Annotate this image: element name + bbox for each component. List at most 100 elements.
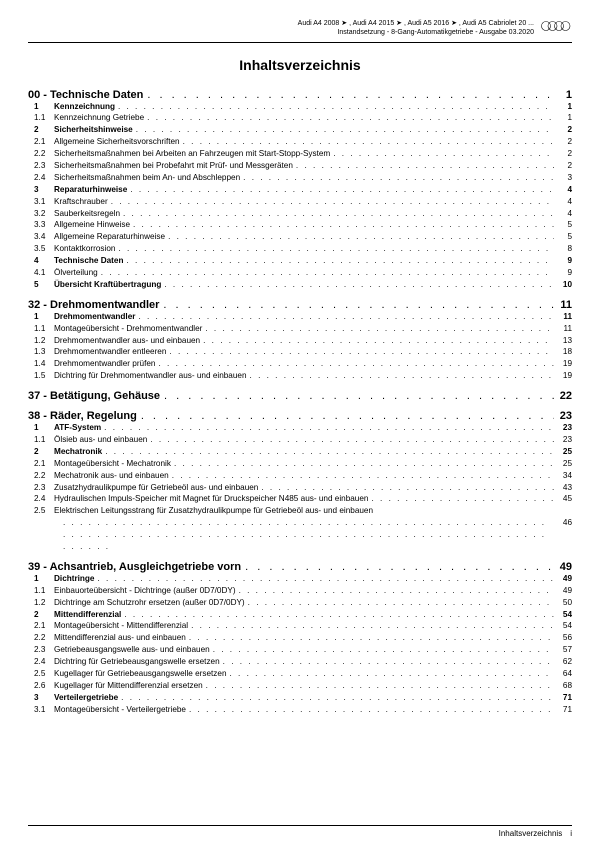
toc-entry-number: 3.3 [28,219,54,231]
toc-entry-number: 2.4 [28,656,54,668]
toc-entry: 2Sicherheitshinweise . . . . . . . . . .… [28,124,572,136]
toc-entry-label: Sauberkeitsregeln [54,208,120,220]
toc-entry-label: Ölverteilung [54,267,98,279]
toc-entry-label: Hydraulischen Impuls-Speicher mit Magnet… [54,493,368,505]
toc-leader-dots: . . . . . . . . . . . . . . . . . . . . … [147,434,554,446]
toc-entry-page: 2 [554,148,572,160]
toc-leader-dots: . . . . . . . . . . . . . . . . . . . . … [220,656,554,668]
toc-entry: 2.4Hydraulischen Impuls-Speicher mit Mag… [28,493,572,505]
toc-entry: 1.1Montageübersicht - Drehmomentwandler … [28,323,572,335]
toc-entry-number: 5 [28,279,54,291]
header-divider [28,42,572,43]
toc-entry-label: Übersicht Kraftübertragung [54,279,161,291]
toc-entry-label: Drehmomentwandler entleeren [54,346,166,358]
toc-entry-label: Mittendifferenzial [54,609,121,621]
toc-entry-label: Ölsieb aus- und einbauen [54,434,147,446]
toc-entry: 3.2Sauberkeitsregeln . . . . . . . . . .… [28,208,572,220]
toc-section-page: 23 [554,410,572,422]
table-of-contents: 00 - Technische Daten . . . . . . . . . … [28,89,572,716]
toc-entry-label: Allgemeine Hinweise [54,219,130,231]
toc-leader-dots: . . . . . . . . . . . . . . . . . . . . … [108,196,554,208]
toc-entry: 3.5Kontaktkorrosion . . . . . . . . . . … [28,243,572,255]
toc-leader-dots: . . . . . . . . . . . . . . . . . . . . … [227,668,555,680]
toc-leader-dots: . . . . . . . . . . . . . . . . . . . . … [143,89,554,101]
toc-leader-dots: . . . . . . . . . . . . . . . . . . . . … [127,184,554,196]
toc-entry-label: Mittendifferenzial aus- und einbauen [54,632,186,644]
toc-entry-number: 1.1 [28,112,54,124]
toc-entry: 4.1Ölverteilung . . . . . . . . . . . . … [28,267,572,279]
toc-entry-number: 2.2 [28,632,54,644]
toc-leader-dots: . . . . . . . . . . . . . . . . . . . . … [200,335,554,347]
toc-entry: 3.3Allgemeine Hinweise . . . . . . . . .… [28,219,572,231]
toc-entry: 2.2Mittendifferenzial aus- und einbauen … [28,632,572,644]
toc-entry-label: Montageübersicht - Verteilergetriebe [54,704,186,716]
toc-leader-dots: . . . . . . . . . . . . . . . . . . . . … [155,358,554,370]
toc-leader-dots: . . . . . . . . . . . . . . . . . . . . … [236,585,554,597]
toc-leader-dots: . . . . . . . . . . . . . . . . . . . . … [368,493,554,505]
toc-entry-number: 2.1 [28,620,54,632]
toc-leader-dots: . . . . . . . . . . . . . . . . . . . . … [120,208,554,220]
toc-section-page: 11 [554,299,572,311]
toc-leader-dots: . . . . . . . . . . . . . . . . . . . . … [188,620,554,632]
toc-leader-dots: . . . . . . . . . . . . . . . . . . . . … [135,311,554,323]
toc-entry-label: Kraftschrauber [54,196,108,208]
audi-logo-icon [540,20,572,36]
toc-entry-label: Elektrischen Leitungsstrang für Zusatzhy… [54,505,572,517]
toc-entry-label: Sicherheitsmaßnahmen bei Probefahrt mit … [54,160,293,172]
toc-entry: 3.1Kraftschrauber . . . . . . . . . . . … [28,196,572,208]
toc-entry: 3.1Montageübersicht - Verteilergetriebe … [28,704,572,716]
toc-entry-number: 2.5 [28,505,54,517]
toc-leader-dots: . . . . . . . . . . . . . . . . . . . . … [330,148,554,160]
toc-entry-number: 2.5 [28,668,54,680]
toc-entry: 2.5Kugellager für Getriebeausgangswelle … [28,668,572,680]
toc-entry-page: 18 [554,346,572,358]
toc-leader-dots: . . . . . . . . . . . . . . . . . . . . … [241,561,554,573]
toc-section-label: 32 - Drehmomentwandler [28,299,159,311]
toc-entry-page: 13 [554,335,572,347]
toc-entry: 2.2Mechatronik aus- und einbauen . . . .… [28,470,572,482]
toc-entry-number: 2.3 [28,482,54,494]
toc-entry-page: 50 [554,597,572,609]
toc-entry-number: 2 [28,609,54,621]
toc-leader-dots: . . . . . . . . . . . . . . . . . . . . … [247,370,554,382]
toc-section-label: 39 - Achsantrieb, Ausgleichgetriebe vorn [28,561,241,573]
toc-entry-number: 3 [28,692,54,704]
toc-entry-label: Mechatronik [54,446,102,458]
toc-entry-label: Montageübersicht - Mechatronik [54,458,171,470]
toc-entry: 2.4Sicherheitsmaßnahmen beim An- und Abs… [28,172,572,184]
toc-entry: 2Mittendifferenzial . . . . . . . . . . … [28,609,572,621]
toc-entry-page: 45 [554,493,572,505]
toc-entry-label: Drehmomentwandler [54,311,135,323]
toc-entry: 3Verteilergetriebe . . . . . . . . . . .… [28,692,572,704]
toc-entry-page: 2 [554,136,572,148]
toc-leader-dots: . . . . . . . . . . . . . . . . . . . . … [115,101,554,113]
toc-entry-page: 2 [554,160,572,172]
toc-entry: 1.2Drehmomentwandler aus- und einbauen .… [28,335,572,347]
toc-leader-dots: . . . . . . . . . . . . . . . . . . . . … [121,609,554,621]
toc-leader-dots: . . . . . . . . . . . . . . . . . . . . … [159,299,554,311]
toc-entry-page: 49 [554,573,572,585]
toc-entry: 3.4Allgemeine Reparaturhinweise . . . . … [28,231,572,243]
toc-entry-label: Dichtringe [54,573,95,585]
toc-entry-number: 1.1 [28,434,54,446]
toc-entry: 2.3Getriebeausgangswelle aus- und einbau… [28,644,572,656]
toc-entry: 1.1Kennzeichnung Getriebe . . . . . . . … [28,112,572,124]
toc-leader-dots: . . . . . . . . . . . . . . . . . . . . … [160,390,554,402]
toc-leader-dots: . . . . . . . . . . . . . . . . . . . . … [186,704,554,716]
toc-entry-page: 9 [554,267,572,279]
toc-leader-dots: . . . . . . . . . . . . . . . . . . . . … [186,632,554,644]
toc-entry-label: Sicherheitsmaßnahmen bei Arbeiten an Fah… [54,148,330,160]
toc-entry-label: Getriebeausgangswelle aus- und einbauen [54,644,210,656]
toc-entry-page: 5 [554,219,572,231]
page-footer: Inhaltsverzeichnis i [499,829,572,838]
toc-entry-page: 5 [554,231,572,243]
toc-entry-number: 1.3 [28,346,54,358]
toc-section-heading: 37 - Betätigung, Gehäuse . . . . . . . .… [28,390,572,402]
toc-entry-number: 1.1 [28,585,54,597]
toc-entry-number: 1 [28,101,54,113]
toc-entry-label: Kontaktkorrosion [54,243,115,255]
toc-entry-continuation: . . . . . . . . . . . . . . . . . . . . … [28,517,572,553]
toc-entry-number: 4.1 [28,267,54,279]
toc-entry-label: Kennzeichnung [54,101,115,113]
toc-leader-dots: . . . . . . . . . . . . . . . . . . . . … [137,410,554,422]
